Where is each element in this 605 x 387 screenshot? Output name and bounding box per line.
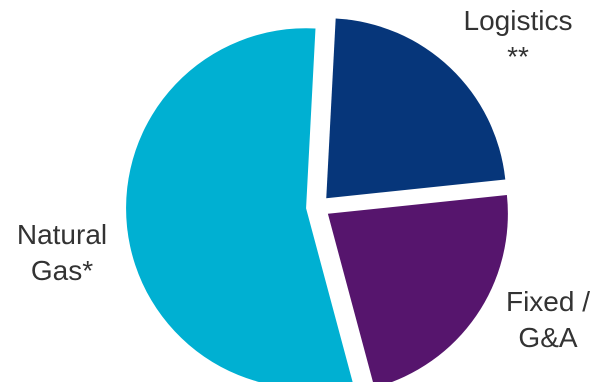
pie-label-line: Logistics bbox=[464, 5, 573, 36]
pie-slice-3 bbox=[126, 28, 353, 387]
pie-label-line: Fixed / bbox=[506, 286, 590, 317]
pie-slice-1 bbox=[326, 18, 506, 199]
pie-label-3: Natural Gas* bbox=[17, 219, 107, 286]
pie-slices bbox=[126, 18, 508, 387]
pie-label-line: Gas* bbox=[31, 255, 93, 286]
pie-labels: Logistics ** Fixed / G&A Natural Gas* bbox=[17, 5, 590, 353]
pie-label-line: ** bbox=[507, 41, 529, 72]
pie-label-line: Natural bbox=[17, 219, 107, 250]
pie-label-line: G&A bbox=[518, 322, 577, 353]
pie-slice-2 bbox=[327, 194, 508, 387]
pie-label-1: Logistics ** bbox=[464, 5, 573, 72]
pie-label-2: Fixed / G&A bbox=[506, 286, 590, 353]
